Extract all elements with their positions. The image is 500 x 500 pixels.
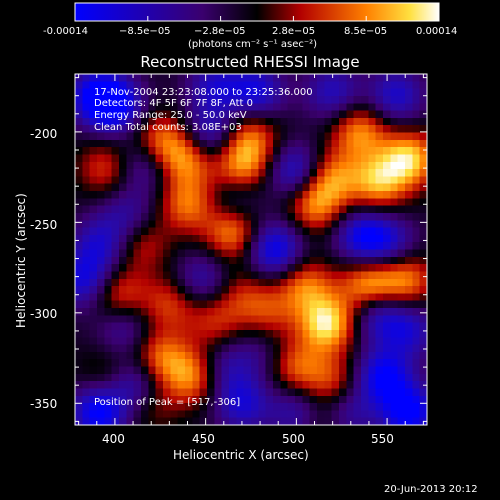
colorbar-frame	[74, 2, 440, 22]
colorbar-tick-label-4: 8.5e−05	[344, 26, 388, 37]
x-tick-label-2: 500	[282, 432, 305, 446]
y-tick-label-2: -300	[30, 307, 58, 321]
plot-frame	[74, 73, 428, 426]
colorbar-tick-label-2: −2.8e−05	[194, 26, 246, 37]
x-tick-label-1: 450	[192, 432, 215, 446]
chart-title: Reconstructed RHESSI Image	[140, 53, 360, 71]
y-tick-label-1: -250	[30, 218, 58, 232]
colorbar-unit-label: (photons cm⁻² s⁻¹ asec⁻²)	[188, 39, 318, 50]
annotation-time-range: 17-Nov-2004 23:23:08.000 to 23:25:36.000	[94, 87, 313, 98]
colorbar-tick-label-0: -0.00014	[43, 26, 88, 37]
axis-ticks	[75, 74, 427, 425]
footer-timestamp: 20-Jun-2013 20:12	[384, 484, 478, 495]
colorbar-tick-label-1: −8.5e−05	[119, 26, 171, 37]
colorbar	[74, 2, 440, 22]
colorbar-gradient	[75, 3, 439, 21]
x-axis-label: Heliocentric X (arcsec)	[173, 448, 309, 462]
y-tick-label-0: -200	[30, 127, 58, 141]
annotation-peak-position: Position of Peak = [517,-306]	[94, 397, 241, 408]
y-axis-label: Heliocentric Y (arcsec)	[14, 193, 28, 328]
colorbar-ticks	[74, 16, 440, 21]
x-tick-label-3: 550	[371, 432, 394, 446]
annotation-detectors: Detectors: 4F 5F 6F 7F 8F, Att 0	[94, 98, 254, 109]
colorbar-tick-label-3: 2.8e−05	[272, 26, 316, 37]
x-tick-label-0: 400	[102, 432, 125, 446]
y-tick-label-3: -350	[30, 397, 58, 411]
plot-area	[74, 73, 428, 426]
annotation-energy-range: Energy Range: 25.0 - 50.0 keV	[94, 110, 247, 121]
heatmap-image	[75, 74, 427, 425]
colorbar-tick-label-5: 0.00014	[416, 26, 458, 37]
annotation-clean-counts: Clean Total counts: 3.08E+03	[94, 122, 242, 133]
